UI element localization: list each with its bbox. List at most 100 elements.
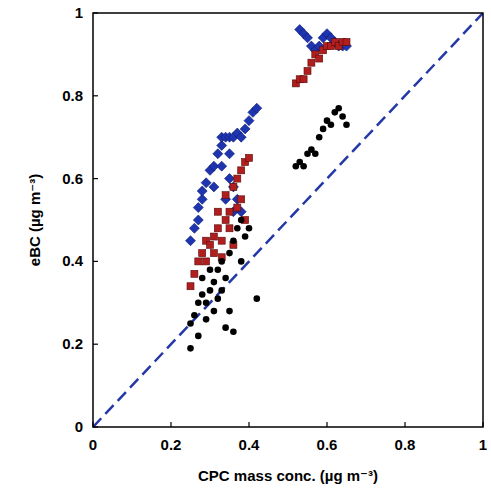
point (343, 121, 350, 128)
point (343, 38, 350, 45)
plot-frame (93, 13, 483, 427)
point (203, 258, 210, 265)
point (238, 217, 245, 224)
point (207, 287, 214, 294)
y-tick (93, 178, 98, 179)
point (226, 308, 233, 315)
background (0, 0, 491, 500)
point (225, 149, 235, 159)
point (211, 279, 218, 286)
point (335, 105, 342, 112)
point (193, 215, 203, 225)
point (230, 183, 237, 190)
axes: 00.20.40.60.8100.20.40.60.81 (62, 4, 487, 453)
point (238, 167, 245, 174)
page: {"chart_data": { "type": "scatter", "x_l… (0, 0, 491, 500)
y-tick (93, 426, 98, 427)
x-tick-label: 0 (89, 436, 97, 453)
x-tick-label: 0.2 (161, 436, 182, 453)
y-axis-label: eBC (µg m⁻³) (26, 174, 43, 266)
point (222, 275, 229, 282)
point (328, 121, 335, 128)
point (226, 225, 233, 232)
x-tick-label: 0.4 (239, 436, 261, 453)
series-points (187, 105, 350, 352)
point (187, 345, 194, 352)
point (218, 287, 225, 294)
y-tick (93, 344, 98, 345)
point (246, 154, 253, 161)
point (187, 283, 194, 290)
point (230, 237, 237, 244)
point (187, 320, 194, 327)
point (191, 270, 198, 277)
point (304, 67, 311, 74)
point (207, 241, 214, 248)
y-tick (93, 261, 98, 262)
x-tick (404, 422, 405, 427)
point (246, 225, 253, 232)
point (199, 275, 206, 282)
x-tick (170, 422, 171, 427)
point (195, 258, 202, 265)
point (226, 250, 233, 257)
point (218, 258, 225, 265)
point (242, 233, 249, 240)
x-axis-label: CPC mass conc. (µg m⁻³) (198, 467, 378, 484)
point (312, 150, 319, 157)
y-tick-label: 0.8 (62, 87, 83, 104)
point (226, 208, 233, 215)
x-tick (326, 422, 327, 427)
point (210, 250, 217, 257)
x-tick-label: 1 (479, 436, 487, 453)
point (215, 266, 222, 273)
x-tick-label: 0.6 (317, 436, 338, 453)
x-tick (248, 422, 249, 427)
point (228, 182, 238, 192)
point (234, 204, 241, 211)
point (308, 59, 315, 66)
point (214, 225, 221, 232)
point (234, 175, 241, 182)
point (218, 237, 225, 244)
point (195, 300, 202, 307)
point (320, 126, 327, 133)
point (215, 295, 222, 302)
point (203, 316, 210, 323)
y-tick-label: 0.4 (62, 252, 84, 269)
point (186, 236, 196, 246)
reference-line (93, 13, 483, 427)
series-points (186, 25, 352, 246)
y-tick (93, 95, 98, 96)
series-points (187, 38, 350, 289)
point (238, 258, 245, 265)
point (222, 217, 229, 224)
point (222, 324, 229, 331)
y-tick-label: 0 (75, 418, 83, 435)
point (253, 295, 260, 302)
chart: 00.20.40.60.8100.20.40.60.81CPC mass con… (0, 0, 491, 500)
point (339, 113, 346, 120)
point (199, 291, 206, 298)
point (252, 103, 262, 113)
x-tick (92, 422, 93, 427)
point (230, 328, 237, 335)
point (234, 225, 241, 232)
y-tick-label: 0.2 (62, 335, 83, 352)
point (316, 134, 323, 141)
point (316, 55, 323, 62)
y-tick-label: 1 (75, 4, 83, 21)
point (209, 182, 219, 192)
point (207, 266, 214, 273)
point (199, 250, 206, 257)
x-tick (482, 422, 483, 427)
point (238, 196, 245, 203)
point (222, 192, 229, 199)
point (300, 163, 307, 170)
point (211, 308, 218, 315)
point (191, 312, 198, 319)
x-tick-label: 0.8 (395, 436, 416, 453)
point (203, 300, 210, 307)
point (300, 76, 307, 83)
plot-data (93, 13, 483, 427)
